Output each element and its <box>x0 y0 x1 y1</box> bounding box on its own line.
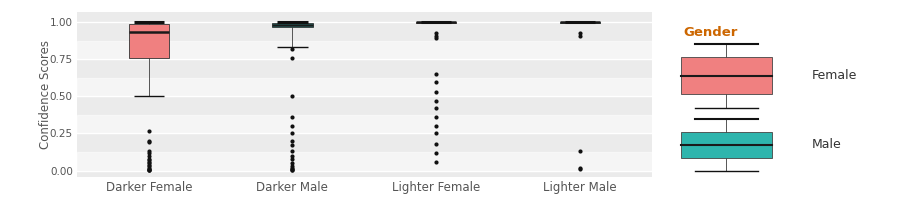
Bar <box>129 24 169 58</box>
Text: Gender: Gender <box>683 26 738 39</box>
Bar <box>559 22 600 23</box>
Bar <box>77 78 652 96</box>
Bar <box>272 23 312 27</box>
Y-axis label: Confidence Scores: Confidence Scores <box>39 40 52 149</box>
Bar <box>77 115 652 134</box>
Text: Female: Female <box>813 69 858 82</box>
Bar <box>416 22 456 23</box>
Text: Male: Male <box>813 138 842 151</box>
Bar <box>77 41 652 59</box>
FancyBboxPatch shape <box>681 132 771 158</box>
FancyBboxPatch shape <box>681 57 771 95</box>
Bar <box>77 152 652 171</box>
